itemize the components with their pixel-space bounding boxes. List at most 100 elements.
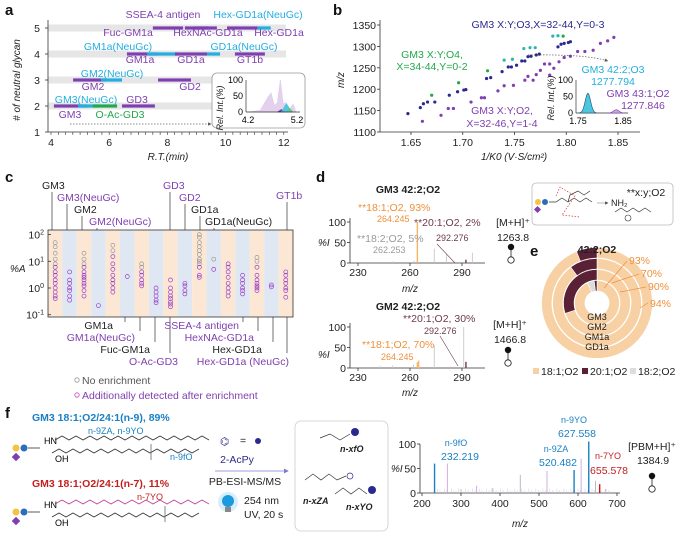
c-label: Hex-GD1a [212,344,262,356]
rt-bar [122,104,155,108]
data-point-enriched [96,303,101,308]
data-point [551,34,555,38]
rt-bar [101,78,123,82]
rt-bar [227,26,258,30]
data-point [529,54,533,58]
b-y-tick-label: 1100 [353,127,376,139]
a-x-tick-label: 6 [106,137,112,149]
c-label: GM1a(NeuGc) [67,332,135,344]
data-point [425,100,430,104]
data-point-enriched [283,280,289,286]
b-inset-y-tick-label: 50 [563,92,573,102]
c-label: GD1a [191,204,219,216]
b-inset-label: GM3 43:1;O2 [606,88,669,100]
data-point-enriched [67,280,72,286]
ceramide-icon [504,346,512,354]
b-x-tick-label: 1.75 [504,137,525,149]
chemical-structure [549,197,593,203]
acyl-chain [51,448,200,454]
data-point [526,74,530,78]
f-y-tick-label: 100 [398,439,416,451]
glycan-circle-icon [504,359,512,367]
c-label: GM3 [42,180,65,192]
d-x-tick-label: 230 [349,267,367,279]
data-point-no-enrichment [110,242,116,248]
f-box-label: n-xYO [346,502,373,512]
b-y-tick-label: 1200 [353,84,377,96]
data-point-no-enrichment [52,250,58,256]
d-annotation: **20:1;O2, 2% [414,217,481,229]
a-x-tick-label: 4 [48,137,54,149]
data-point-no-enrichment [196,258,202,264]
d-x-tick-label: 260 [401,372,419,384]
data-point [531,78,535,82]
b-inset-x-tick-label: 1.75 [569,116,587,126]
data-point-no-enrichment [254,258,260,264]
data-point-no-enrichment [196,256,202,262]
data-point-enriched [283,272,289,278]
data-point-enriched [240,280,245,286]
panel-label-a: a [5,2,14,19]
data-point [528,46,532,50]
f-species-n7: GM3 18:1;O2/24:1(n-7), 11% [32,478,170,490]
d-scheme-label: **x:y;O2 [627,187,666,199]
c-label: GM2 [74,204,97,216]
data-point [534,53,538,57]
data-point-enriched [168,277,173,283]
data-point-enriched [283,277,289,283]
data-point-enriched [81,280,87,286]
b-inset-label: 1277.794 [591,76,635,88]
data-point [562,55,566,60]
b-x-tick-label: 1.70 [453,137,474,149]
inset-chromatogram [247,79,297,113]
data-point [502,58,506,62]
a-y-tick-label: 2 [34,101,40,113]
c-plot-frame [47,229,294,318]
f-peak-label: 627.558 [558,428,596,440]
data-point [606,39,610,43]
column-band [177,230,193,317]
data-point-enriched [139,277,145,283]
inset-mobilogram [578,92,597,114]
e-pct-label: 90% [648,281,669,293]
e-pct-label: 94% [650,298,671,310]
data-point [568,40,572,44]
b-x-tick-label: 1.65 [401,137,422,149]
column-band [120,230,135,317]
data-point-enriched [110,266,116,272]
data-point-enriched [67,297,72,303]
rt-bar [158,78,191,82]
donut-segment-18-1 [574,280,620,326]
rt-bar [78,104,99,108]
data-point-enriched [67,288,72,293]
c-label: GM2(NeuGc) [89,216,151,228]
f-x-tick-label: 300 [452,498,470,510]
data-point [583,49,587,54]
donut-segment-18-1 [541,247,653,359]
data-point-enriched [269,282,274,288]
data-point [496,89,500,93]
data-point [484,76,489,81]
a-label: Fuc-GM1a [103,27,153,39]
a-inset-y-tick-label: 100 [228,75,243,85]
b-inset-label: GM3 42:2;O3 [581,64,644,76]
d-annotation: 292.276 [424,326,457,336]
f-species-n9: GM3 18:1;O2/24:1(n-9), 89% [32,412,170,424]
f-fragment-mark: n-9ZA, n-9YO [88,426,144,436]
f-peak-label: 655.578 [590,465,628,477]
panel-d-charts: 0 50 100 230 260 290 0 50 100 230 260 290 [328,217,515,384]
a-inset-y-label: Rel. Int.(%) [215,85,225,130]
pct-leader [639,302,649,309]
data-point [451,106,456,111]
column-band [148,230,164,317]
data-point [538,68,542,72]
data-point-enriched [196,264,202,270]
a-y-tick-label: 3 [34,75,40,87]
donut-segment-18-1 [552,258,642,348]
d-y-tick-label: 100 [328,217,346,229]
a-label: GM1a(NeuGc) [84,41,152,53]
data-point-enriched [139,283,145,289]
glucose-icon [20,444,28,452]
c-label: O-Ac-GD3 [129,356,178,368]
